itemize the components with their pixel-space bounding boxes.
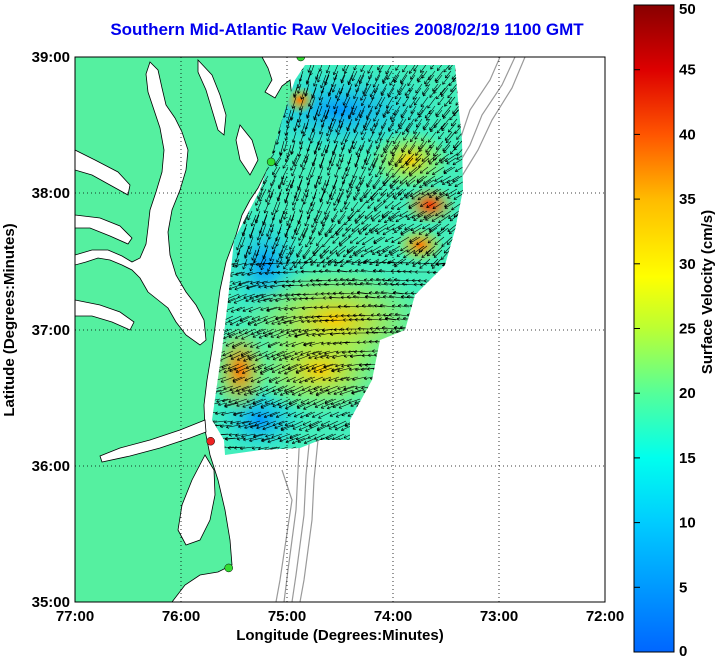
station-marker [266,157,276,167]
station-marker [206,436,215,446]
y-tick-label: 37:00 [32,322,70,339]
x-tick-label: 76:00 [162,608,200,625]
x-tick-label: 75:00 [268,608,306,625]
station-markers [206,57,306,573]
y-tick-label: 35:00 [32,594,70,611]
y-tick-label: 39:00 [32,49,70,66]
colorbar-tick-label: 40 [679,126,696,143]
colorbar-tick-label: 15 [679,450,696,467]
x-tick-label: 73:00 [480,608,518,625]
x-axis-ticks: 77:00 76:00 75:00 74:00 73:00 72:00 [56,608,624,625]
y-axis-label: Latitude (Degrees:Minutes) [1,223,18,416]
y-axis-ticks: 39:00 38:00 37:00 36:00 35:00 [32,49,70,611]
colorbar-tick-label: 0 [679,643,687,659]
y-tick-label: 36:00 [32,458,70,475]
colorbar-tick-label: 10 [679,515,696,532]
colorbar-tick-label: 35 [679,191,696,208]
colorbar-label: Surface Velocity (cm/s) [699,210,716,374]
colorbar-tick-label: 30 [679,256,696,273]
colorbar-tick-label: 5 [679,579,687,596]
colorbar-tick-label: 25 [679,321,696,338]
velocity-vectors [212,65,463,455]
grid [75,57,605,602]
colorbar-tick-label: 45 [679,62,696,79]
colorbar [633,4,675,653]
station-marker [224,563,233,573]
x-tick-label: 72:00 [586,608,624,625]
y-tick-label: 38:00 [32,185,70,202]
chesapeake-bay [75,61,207,346]
x-tick-label: 74:00 [374,608,412,625]
map-title: Southern Mid-Atlantic Raw Velocities 200… [110,20,584,39]
x-tick-label: 77:00 [56,608,94,625]
colorbar-tick-label: 20 [679,385,696,402]
x-axis-label: Longitude (Degrees:Minutes) [236,627,444,644]
station-marker [296,57,306,62]
colorbar-tick-label: 50 [679,1,696,18]
